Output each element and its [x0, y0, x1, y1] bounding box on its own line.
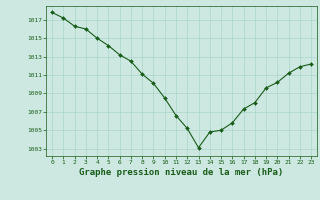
- X-axis label: Graphe pression niveau de la mer (hPa): Graphe pression niveau de la mer (hPa): [79, 168, 284, 177]
